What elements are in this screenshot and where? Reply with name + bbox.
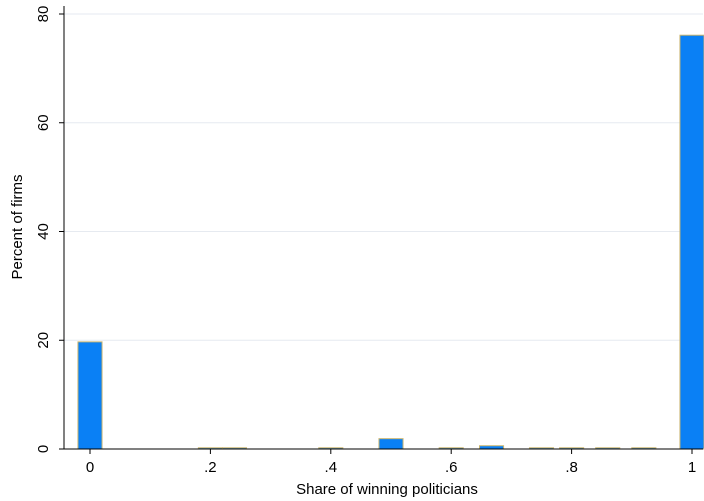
bars [77, 34, 704, 450]
y-tick-label-80: 80 [35, 6, 52, 23]
x-tick-label-.2: .2 [204, 459, 217, 476]
x-tick-label-.6: .6 [445, 459, 458, 476]
y-tick-label-60: 60 [35, 114, 52, 131]
y-tick-label-20: 20 [35, 332, 52, 349]
y-axis-title: Percent of firms [9, 174, 26, 279]
bar-11 [679, 34, 704, 450]
y-ticks: 0 20 40 60 80 [35, 6, 64, 453]
x-tick-label-.4: .4 [325, 459, 338, 476]
x-tick-label-1: 1 [688, 459, 696, 476]
x-tick-label-.8: .8 [565, 459, 578, 476]
grid-lines [64, 13, 703, 341]
x-ticks: 0 .2 .4 .6 .8 1 [86, 449, 696, 476]
x-tick-label-0: 0 [86, 459, 94, 476]
bar-0 [77, 341, 103, 450]
y-tick-label-0: 0 [35, 445, 52, 453]
y-tick-label-40: 40 [35, 223, 52, 240]
axes [63, 6, 703, 450]
x-axis-title: Share of winning politicians [296, 481, 478, 498]
bar-4 [378, 438, 404, 450]
